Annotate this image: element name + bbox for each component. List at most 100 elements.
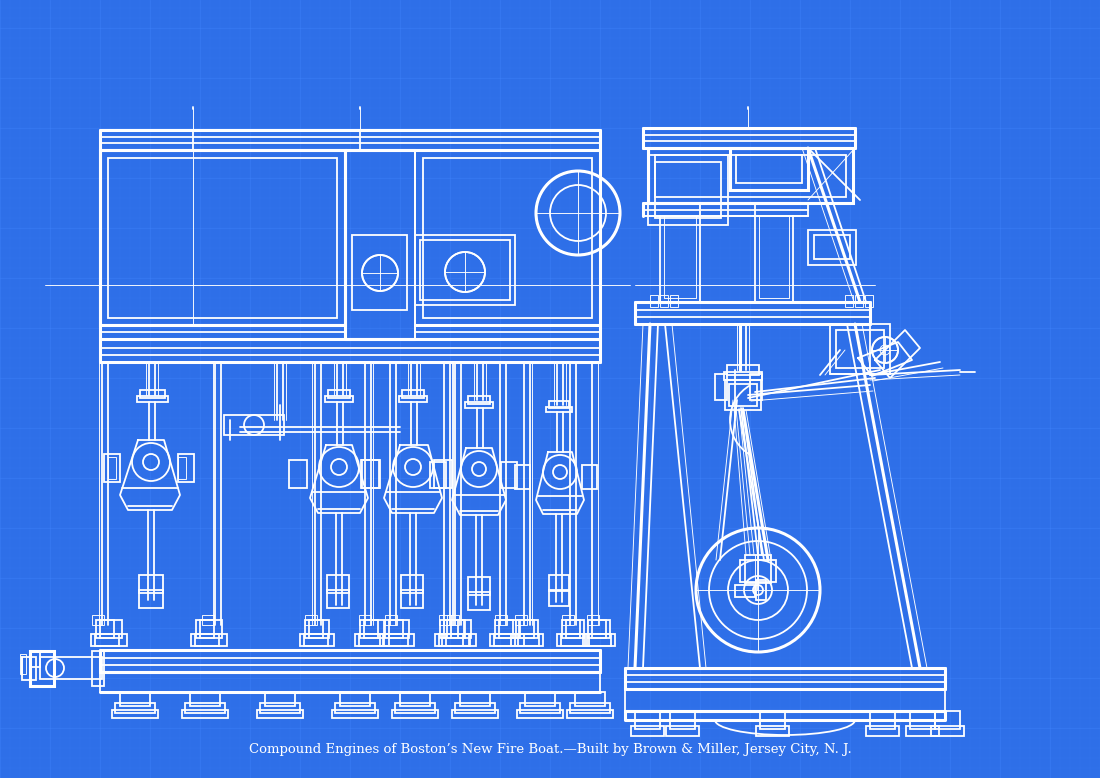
Bar — [866, 726, 899, 736]
Bar — [468, 577, 490, 595]
Bar — [20, 654, 26, 674]
Bar — [22, 657, 36, 680]
Bar — [465, 402, 493, 408]
Bar — [520, 620, 534, 638]
Bar — [434, 634, 469, 646]
Bar — [402, 590, 424, 608]
Bar — [670, 711, 695, 729]
Bar — [452, 710, 498, 718]
Bar — [224, 415, 284, 435]
Bar — [830, 324, 890, 374]
Bar — [468, 396, 490, 404]
Bar — [324, 396, 353, 402]
Bar — [257, 710, 303, 718]
Bar — [756, 726, 789, 736]
Bar — [494, 634, 518, 646]
Bar — [260, 703, 300, 713]
Bar — [735, 585, 755, 597]
Bar — [300, 634, 334, 646]
Bar — [515, 465, 530, 489]
Bar — [139, 590, 163, 608]
Bar — [195, 634, 219, 646]
Bar — [305, 615, 317, 625]
Bar — [30, 651, 40, 667]
Bar — [562, 620, 584, 638]
Bar — [582, 465, 597, 489]
Bar — [328, 390, 350, 398]
Bar — [361, 460, 379, 488]
Bar — [444, 620, 458, 638]
Bar — [385, 615, 397, 625]
Bar — [745, 555, 771, 583]
Bar — [512, 634, 543, 646]
Bar — [566, 620, 580, 638]
Bar — [836, 330, 884, 368]
Bar — [727, 365, 759, 375]
Bar — [648, 155, 728, 225]
Bar — [515, 615, 527, 625]
Bar — [402, 575, 424, 593]
Bar — [910, 711, 935, 729]
Bar — [499, 620, 513, 638]
Bar — [549, 590, 569, 606]
Bar — [451, 620, 465, 638]
Bar — [30, 651, 54, 686]
Bar — [424, 158, 592, 318]
Bar — [660, 295, 668, 307]
Bar — [402, 390, 424, 398]
Bar — [140, 390, 165, 398]
Bar — [588, 620, 610, 638]
Bar — [575, 692, 605, 706]
Bar — [430, 462, 446, 488]
Bar — [549, 401, 569, 408]
Bar — [625, 689, 945, 711]
Bar — [549, 575, 569, 591]
Bar — [400, 692, 430, 706]
Bar — [352, 235, 407, 310]
Bar — [517, 710, 563, 718]
Bar — [100, 150, 345, 325]
Bar — [935, 711, 960, 729]
Bar — [96, 620, 122, 638]
Bar — [340, 692, 370, 706]
Bar — [100, 672, 600, 692]
Bar — [392, 710, 438, 718]
Bar — [196, 620, 222, 638]
Bar — [561, 634, 585, 646]
Bar — [202, 615, 215, 625]
Bar — [557, 634, 588, 646]
Bar — [120, 692, 150, 706]
Bar — [190, 692, 220, 706]
Text: Compound Engines of Boston’s New Fire Boat.—Built by Brown & Miller, Jersey City: Compound Engines of Boston’s New Fire Bo… — [249, 744, 851, 756]
Bar — [100, 620, 114, 638]
Bar — [906, 726, 939, 736]
Bar — [92, 615, 104, 625]
Bar — [730, 148, 808, 190]
Bar — [729, 384, 757, 406]
Bar — [750, 374, 762, 400]
Bar — [91, 634, 127, 646]
Bar — [415, 150, 600, 325]
Bar — [760, 711, 785, 729]
Bar — [415, 235, 515, 305]
Bar — [289, 460, 307, 488]
Bar — [384, 634, 408, 646]
Bar — [520, 703, 560, 713]
Bar — [108, 457, 115, 479]
Bar — [304, 634, 328, 646]
Bar — [566, 710, 613, 718]
Bar — [756, 580, 766, 600]
Bar — [516, 620, 538, 638]
Bar — [139, 575, 163, 593]
Bar — [355, 634, 389, 646]
Bar — [592, 620, 606, 638]
Bar — [814, 235, 850, 259]
Bar — [265, 692, 295, 706]
Bar — [490, 634, 524, 646]
Bar — [740, 560, 776, 582]
Bar — [650, 295, 658, 307]
Bar — [931, 726, 964, 736]
Bar — [515, 634, 539, 646]
Bar — [442, 634, 476, 646]
Bar — [389, 620, 403, 638]
